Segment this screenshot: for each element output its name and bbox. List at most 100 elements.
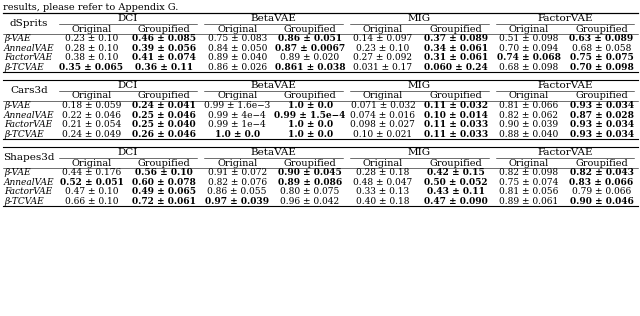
- Text: results, please refer to Appendix G.: results, please refer to Appendix G.: [3, 3, 179, 12]
- Text: Original: Original: [217, 92, 257, 100]
- Text: 0.99 ± 4e−4: 0.99 ± 4e−4: [208, 111, 266, 120]
- Text: 0.84 ± 0.050: 0.84 ± 0.050: [207, 44, 267, 53]
- Text: 0.47 ± 0.10: 0.47 ± 0.10: [65, 187, 118, 196]
- Text: 0.82 ± 0.098: 0.82 ± 0.098: [499, 168, 558, 177]
- Text: 0.75 ± 0.083: 0.75 ± 0.083: [207, 34, 267, 43]
- Text: 0.89 ± 0.040: 0.89 ± 0.040: [207, 53, 267, 62]
- Text: 0.11 ± 0.033: 0.11 ± 0.033: [424, 130, 488, 139]
- Text: 0.46 ± 0.085: 0.46 ± 0.085: [132, 34, 196, 43]
- Text: 0.90 ± 0.046: 0.90 ± 0.046: [570, 197, 634, 206]
- Text: 0.81 ± 0.066: 0.81 ± 0.066: [499, 101, 558, 110]
- Text: 0.81 ± 0.056: 0.81 ± 0.056: [499, 187, 558, 196]
- Text: 0.75 ± 0.075: 0.75 ± 0.075: [570, 53, 634, 62]
- Text: DCI: DCI: [118, 148, 138, 157]
- Text: 0.21 ± 0.054: 0.21 ± 0.054: [62, 120, 121, 129]
- Text: Groupified: Groupified: [429, 92, 482, 100]
- Text: 0.35 ± 0.065: 0.35 ± 0.065: [60, 63, 124, 72]
- Text: 0.11 ± 0.033: 0.11 ± 0.033: [424, 120, 488, 129]
- Text: Original: Original: [71, 25, 111, 33]
- Text: 0.74 ± 0.068: 0.74 ± 0.068: [497, 53, 561, 62]
- Text: dSprits: dSprits: [10, 19, 48, 28]
- Text: BetaVAE: BetaVAE: [251, 148, 296, 157]
- Text: 0.93 ± 0.034: 0.93 ± 0.034: [570, 130, 634, 139]
- Text: 0.31 ± 0.061: 0.31 ± 0.061: [424, 53, 488, 62]
- Text: 0.89 ± 0.020: 0.89 ± 0.020: [280, 53, 340, 62]
- Text: 0.90 ± 0.045: 0.90 ± 0.045: [278, 168, 342, 177]
- Text: Groupified: Groupified: [429, 25, 482, 33]
- Text: 0.22 ± 0.046: 0.22 ± 0.046: [62, 111, 121, 120]
- Text: 0.27 ± 0.092: 0.27 ± 0.092: [353, 53, 412, 62]
- Text: 0.83 ± 0.066: 0.83 ± 0.066: [570, 178, 634, 187]
- Text: AnnealVAE: AnnealVAE: [4, 111, 54, 120]
- Text: 0.074 ± 0.016: 0.074 ± 0.016: [351, 111, 415, 120]
- Text: Groupified: Groupified: [575, 159, 628, 167]
- Text: 0.89 ± 0.061: 0.89 ± 0.061: [499, 197, 558, 206]
- Text: 0.91 ± 0.072: 0.91 ± 0.072: [207, 168, 267, 177]
- Text: 0.11 ± 0.032: 0.11 ± 0.032: [424, 101, 488, 110]
- Text: 0.39 ± 0.056: 0.39 ± 0.056: [132, 44, 196, 53]
- Text: 0.10 ± 0.014: 0.10 ± 0.014: [424, 111, 488, 120]
- Text: MIG: MIG: [408, 81, 431, 90]
- Text: 0.86 ± 0.026: 0.86 ± 0.026: [207, 63, 267, 72]
- Text: 0.80 ± 0.075: 0.80 ± 0.075: [280, 187, 340, 196]
- Text: DCI: DCI: [118, 81, 138, 90]
- Text: Groupified: Groupified: [429, 159, 482, 167]
- Text: β-TCVAE: β-TCVAE: [4, 197, 44, 206]
- Text: 0.87 ± 0.028: 0.87 ± 0.028: [570, 111, 634, 120]
- Text: 0.44 ± 0.176: 0.44 ± 0.176: [62, 168, 121, 177]
- Text: 0.38 ± 0.10: 0.38 ± 0.10: [65, 53, 118, 62]
- Text: 0.43 ± 0.11: 0.43 ± 0.11: [427, 187, 485, 196]
- Text: 0.25 ± 0.046: 0.25 ± 0.046: [132, 111, 196, 120]
- Text: 0.87 ± 0.0067: 0.87 ± 0.0067: [275, 44, 345, 53]
- Text: 0.68 ± 0.058: 0.68 ± 0.058: [572, 44, 631, 53]
- Text: 0.41 ± 0.074: 0.41 ± 0.074: [132, 53, 196, 62]
- Text: Original: Original: [363, 159, 403, 167]
- Text: MIG: MIG: [408, 148, 431, 157]
- Text: 0.93 ± 0.034: 0.93 ± 0.034: [570, 120, 634, 129]
- Text: 0.70 ± 0.094: 0.70 ± 0.094: [499, 44, 558, 53]
- Text: 1.0 ± 0.0: 1.0 ± 0.0: [287, 120, 333, 129]
- Text: 0.56 ± 0.10: 0.56 ± 0.10: [136, 168, 193, 177]
- Text: 0.42 ± 0.15: 0.42 ± 0.15: [427, 168, 484, 177]
- Text: Original: Original: [71, 159, 111, 167]
- Text: 0.86 ± 0.051: 0.86 ± 0.051: [278, 34, 342, 43]
- Text: β-TCVAE: β-TCVAE: [4, 130, 44, 139]
- Text: FactorVAE: FactorVAE: [4, 53, 52, 62]
- Text: Original: Original: [363, 92, 403, 100]
- Text: 0.14 ± 0.097: 0.14 ± 0.097: [353, 34, 413, 43]
- Text: 0.26 ± 0.046: 0.26 ± 0.046: [132, 130, 196, 139]
- Text: 0.60 ± 0.078: 0.60 ± 0.078: [132, 178, 196, 187]
- Text: Groupified: Groupified: [575, 92, 628, 100]
- Text: Original: Original: [509, 25, 549, 33]
- Text: 0.66 ± 0.10: 0.66 ± 0.10: [65, 197, 118, 206]
- Text: Original: Original: [509, 92, 549, 100]
- Text: 0.72 ± 0.061: 0.72 ± 0.061: [132, 197, 196, 206]
- Text: Groupified: Groupified: [575, 25, 628, 33]
- Text: Groupified: Groupified: [138, 25, 191, 33]
- Text: 0.75 ± 0.074: 0.75 ± 0.074: [499, 178, 558, 187]
- Text: Groupified: Groupified: [284, 159, 337, 167]
- Text: 0.88 ± 0.040: 0.88 ± 0.040: [499, 130, 558, 139]
- Text: 0.68 ± 0.098: 0.68 ± 0.098: [499, 63, 558, 72]
- Text: 0.89 ± 0.086: 0.89 ± 0.086: [278, 178, 342, 187]
- Text: 0.63 ± 0.089: 0.63 ± 0.089: [570, 34, 634, 43]
- Text: 0.52 ± 0.051: 0.52 ± 0.051: [60, 178, 124, 187]
- Text: 0.99 ± 1.5e−4: 0.99 ± 1.5e−4: [275, 111, 346, 120]
- Text: 0.97 ± 0.039: 0.97 ± 0.039: [205, 197, 269, 206]
- Text: Groupified: Groupified: [284, 25, 337, 33]
- Text: 0.99 ± 1.6e−3: 0.99 ± 1.6e−3: [204, 101, 270, 110]
- Text: FactorVAE: FactorVAE: [538, 81, 593, 90]
- Text: 0.36 ± 0.11: 0.36 ± 0.11: [135, 63, 193, 72]
- Text: FactorVAE: FactorVAE: [4, 187, 52, 196]
- Text: 0.40 ± 0.18: 0.40 ± 0.18: [356, 197, 410, 206]
- Text: FactorVAE: FactorVAE: [538, 14, 593, 23]
- Text: Original: Original: [363, 25, 403, 33]
- Text: BetaVAE: BetaVAE: [251, 81, 296, 90]
- Text: 0.49 ± 0.065: 0.49 ± 0.065: [132, 187, 196, 196]
- Text: DCI: DCI: [118, 14, 138, 23]
- Text: FactorVAE: FactorVAE: [538, 148, 593, 157]
- Text: FactorVAE: FactorVAE: [4, 120, 52, 129]
- Text: β-VAE: β-VAE: [4, 34, 31, 43]
- Text: 0.098 ± 0.027: 0.098 ± 0.027: [351, 120, 415, 129]
- Text: Shapes3d: Shapes3d: [3, 153, 55, 162]
